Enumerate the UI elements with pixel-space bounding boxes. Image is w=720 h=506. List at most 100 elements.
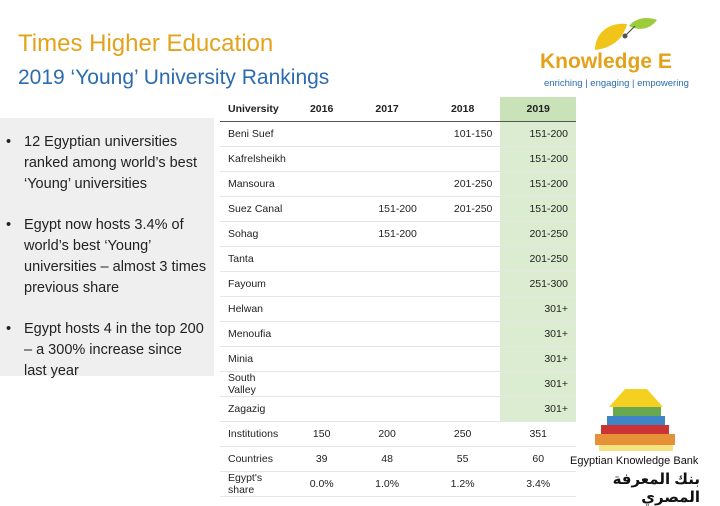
summary-cell: 55: [424, 446, 501, 472]
table-cell: [349, 396, 425, 422]
summary-cell: 150: [294, 421, 350, 447]
summary-cell: 250: [424, 421, 501, 447]
summary-cell: 0.0%: [294, 471, 350, 497]
table-cell: [349, 371, 425, 397]
summary-cell: 60: [500, 446, 576, 472]
bullet: Egypt hosts 4 in the top 200 – a 300% in…: [0, 305, 214, 382]
header-row: University 2016 2017 2018 2019: [220, 97, 576, 122]
summary-cell: 48: [349, 446, 425, 472]
summary-row: Institutions 150 200 250 351: [220, 421, 576, 447]
table-row: Suez Canal 151-200 201-250 151-200: [220, 196, 576, 222]
table-row: Fayoum 251-300: [220, 271, 576, 297]
logo-icon: [595, 18, 657, 50]
table-cell: [349, 146, 425, 172]
table-cell: [294, 321, 350, 347]
table-row: Sohag 151-200 201-250: [220, 221, 576, 247]
table-cell: [349, 246, 425, 272]
table-cell: 201-250: [424, 171, 501, 197]
book: [601, 425, 669, 434]
table-cell: [294, 146, 350, 172]
book: [613, 407, 661, 416]
table-cell: 101-150: [424, 121, 501, 147]
table-cell: [424, 271, 501, 297]
table-cell: [294, 296, 350, 322]
table-cell: Tanta: [220, 246, 294, 272]
table-cell: [424, 346, 501, 372]
table-cell: 201-250: [500, 221, 576, 247]
table-cell: Suez Canal: [220, 196, 294, 222]
table-cell: [349, 346, 425, 372]
bank-name-ar: بنك المعرفة المصري: [612, 471, 700, 506]
table-cell: [294, 371, 350, 397]
summary-cell: Institutions: [220, 421, 294, 447]
leaf: [595, 23, 627, 50]
table-cell: [294, 346, 350, 372]
table-row: South Valley 301+: [220, 371, 576, 397]
table-cell: Mansoura: [220, 171, 294, 197]
table-cell: Fayoum: [220, 271, 294, 297]
table-cell: Beni Suef: [220, 121, 294, 147]
table-row: Mansoura 201-250 151-200: [220, 171, 576, 197]
table-cell: [349, 296, 425, 322]
table-cell: [424, 371, 501, 397]
table-cell: 151-200: [349, 196, 425, 222]
table-cell: [294, 196, 350, 222]
table-row: Kafrelsheikh 151-200: [220, 146, 576, 172]
table-cell: [294, 246, 350, 272]
table-cell: 251-300: [500, 271, 576, 297]
table-cell: 201-250: [424, 196, 501, 222]
summary-cell: 351: [500, 421, 576, 447]
table-cell: [424, 246, 501, 272]
table-cell: [349, 121, 425, 147]
table-cell: Sohag: [220, 221, 294, 247]
table-cell: [349, 171, 425, 197]
table-cell: Minia: [220, 346, 294, 372]
bullet: Egypt now hosts 3.4% of world’s best ‘Yo…: [0, 201, 214, 299]
column-header: 2019: [500, 97, 576, 122]
column-header: University: [220, 97, 294, 122]
summary-cell: Countries: [220, 446, 294, 472]
table-cell: [424, 321, 501, 347]
rankings-table: University 2016 2017 2018 2019 Beni Suef 101-…: [220, 97, 576, 497]
table-cell: [349, 321, 425, 347]
table-cell: [424, 296, 501, 322]
books-icon: [595, 389, 675, 451]
table-cell: [424, 221, 501, 247]
table-cell: 151-200: [500, 121, 576, 147]
column-header: 2018: [424, 97, 501, 122]
table-cell: Menoufia: [220, 321, 294, 347]
table-cell: [294, 121, 350, 147]
table-cell: 301+: [500, 371, 576, 397]
table-cell: [349, 271, 425, 297]
table-cell: 151-200: [500, 196, 576, 222]
table-row: Helwan 301+: [220, 296, 576, 322]
book: [595, 434, 675, 445]
table-cell: 301+: [500, 296, 576, 322]
column-header: 2017: [349, 97, 425, 122]
slide: {"header": {"title": "Times Higher Educa…: [0, 0, 720, 493]
bullet-list: 12 Egyptian universities ranked among wo…: [0, 118, 214, 379]
bullet: 12 Egyptian universities ranked among wo…: [0, 118, 214, 195]
table-cell: [294, 221, 350, 247]
leaf: [629, 18, 657, 29]
roof: [609, 389, 663, 407]
table-cell: 151-200: [349, 221, 425, 247]
book: [607, 416, 665, 425]
table-cell: [424, 146, 501, 172]
table-cell: 201-250: [500, 246, 576, 272]
table-row: Tanta 201-250: [220, 246, 576, 272]
title: Times Higher Education: [18, 30, 274, 57]
table-cell: [294, 171, 350, 197]
table-cell: 151-200: [500, 146, 576, 172]
table-cell: 301+: [500, 321, 576, 347]
logo-tagline: enriching | engaging | empowering: [544, 78, 689, 89]
table-cell: [424, 396, 501, 422]
summary-cell: 200: [349, 421, 425, 447]
branch: [624, 25, 636, 37]
table-cell: Zagazig: [220, 396, 294, 422]
table-cell: 151-200: [500, 171, 576, 197]
logo-name: Knowledge E: [540, 50, 672, 73]
bank-name-en: Egyptian Knowledge Bank: [570, 455, 699, 467]
table-cell: Kafrelsheikh: [220, 146, 294, 172]
table-row: Minia 301+: [220, 346, 576, 372]
